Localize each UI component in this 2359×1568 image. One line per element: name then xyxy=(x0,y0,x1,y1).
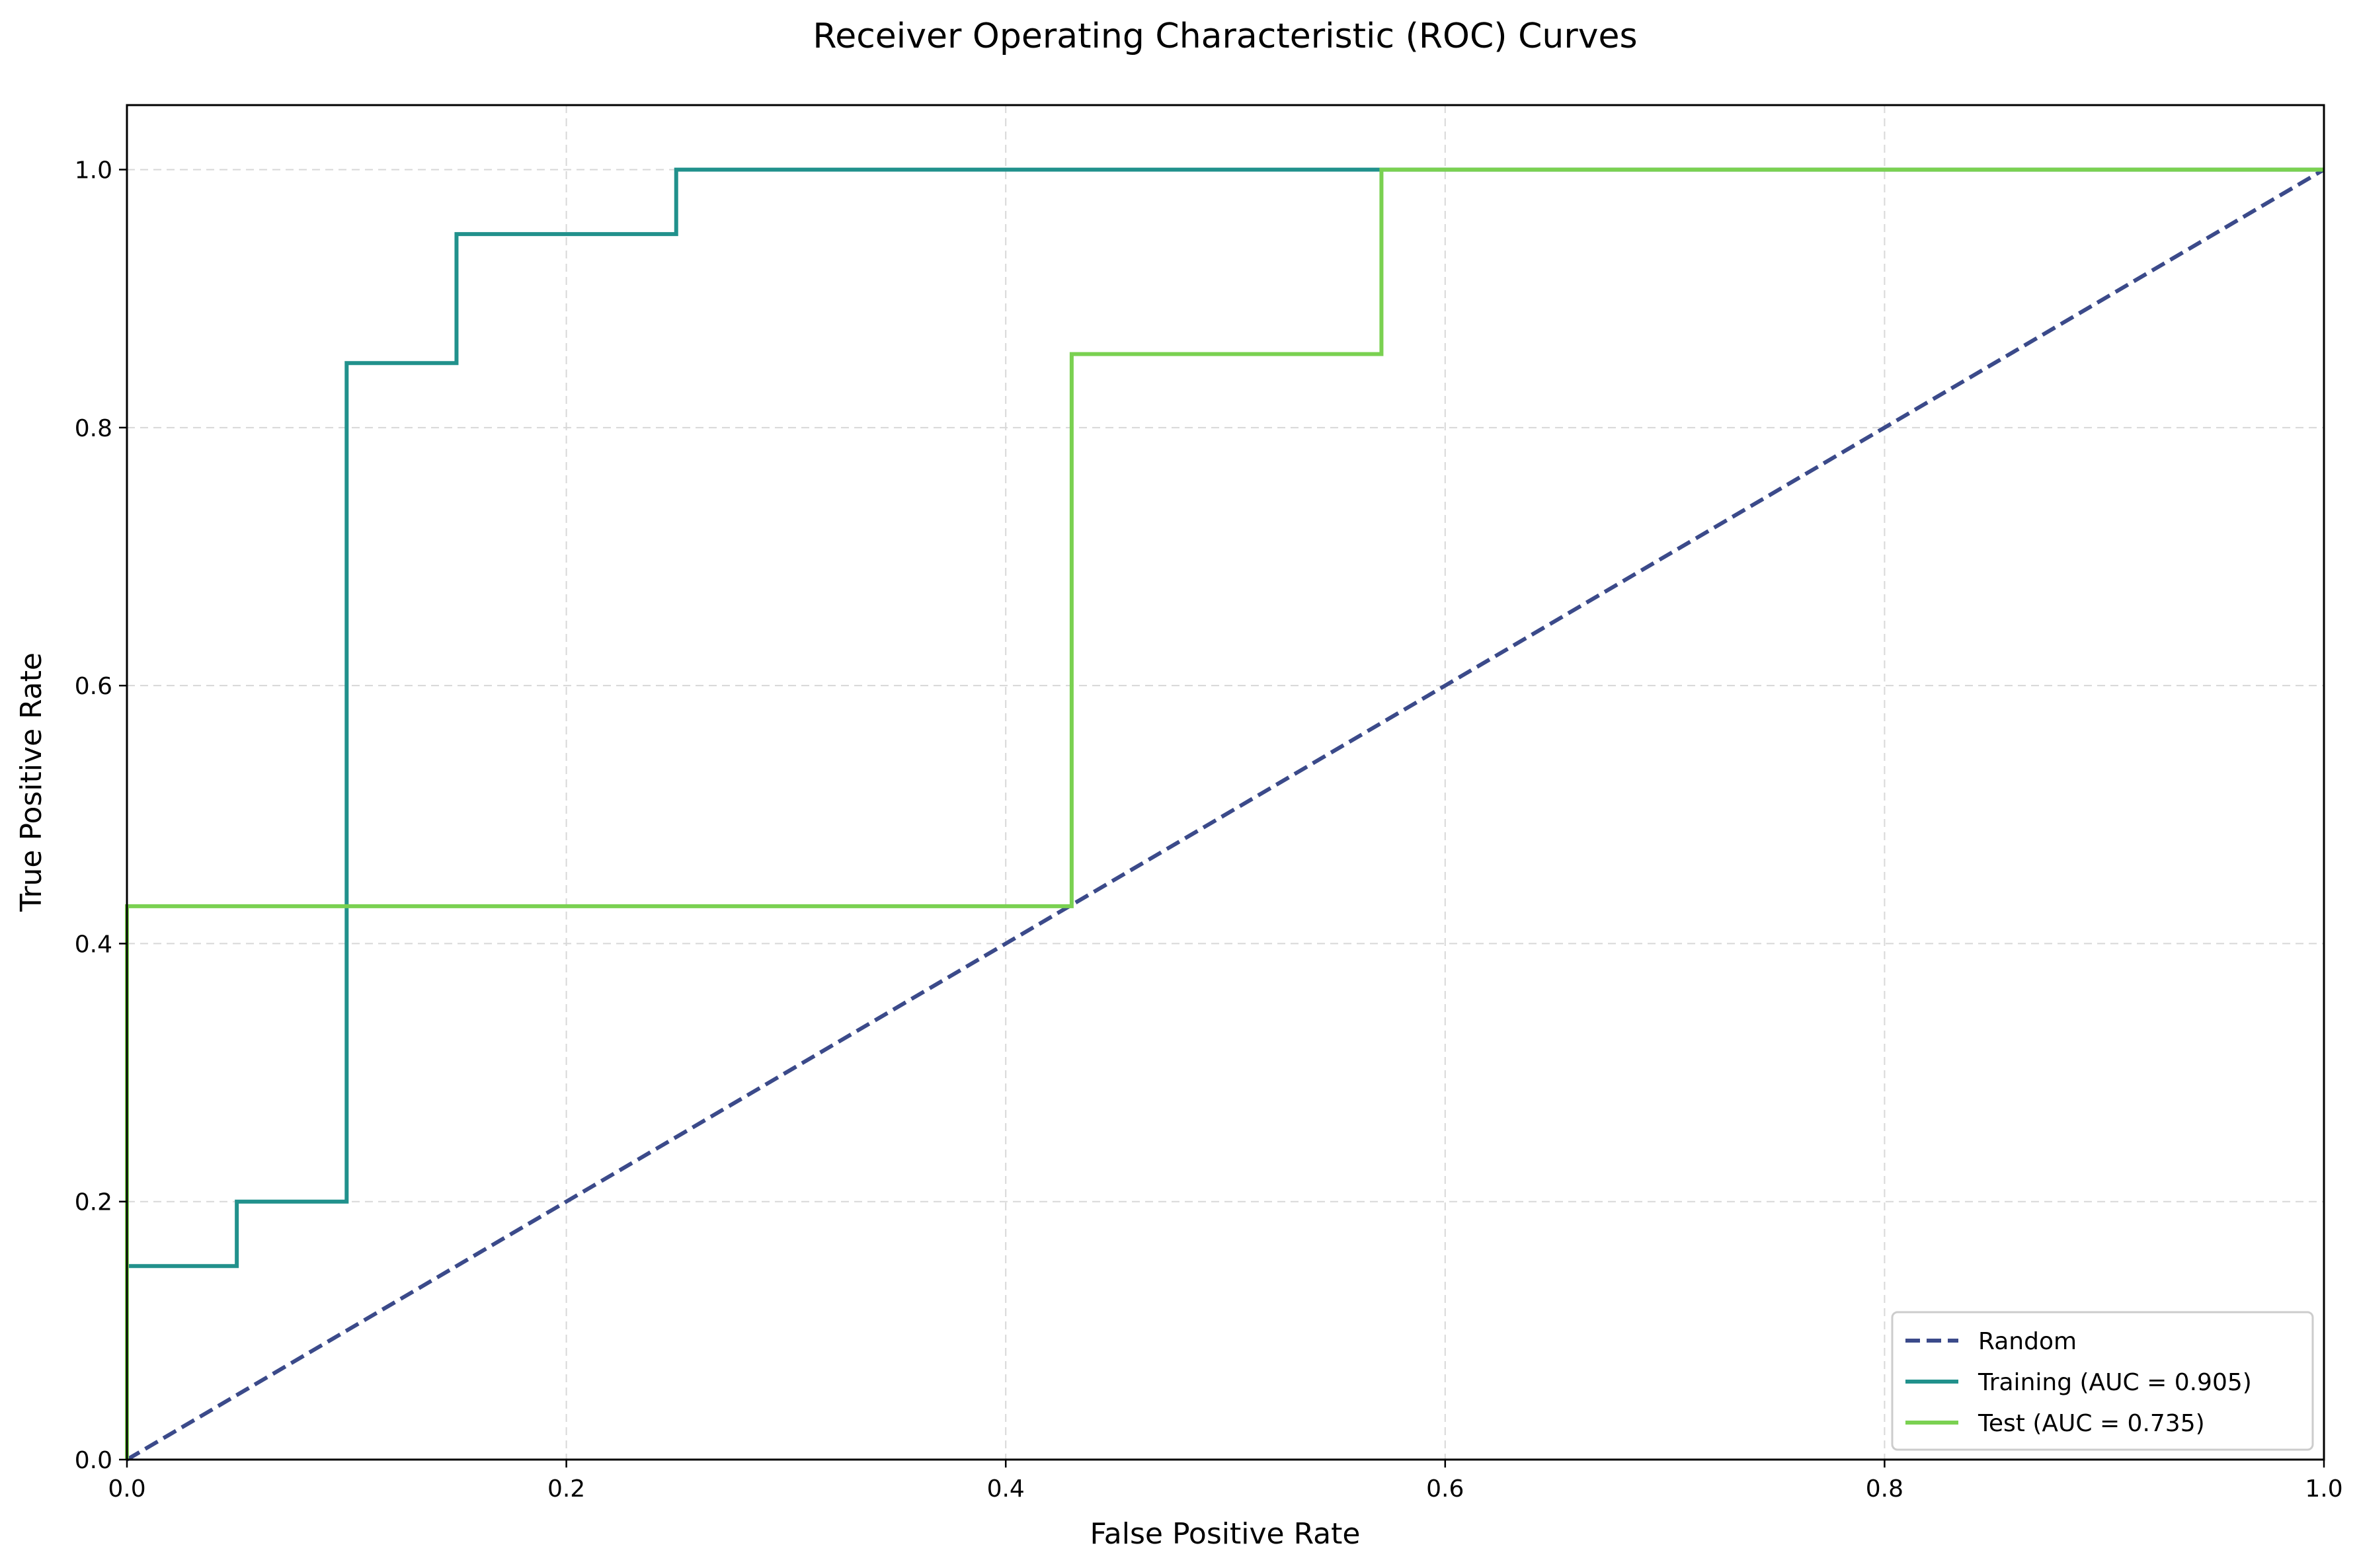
x-tick-label-0: 0.0 xyxy=(108,1475,145,1503)
x-tick-label-1: 0.2 xyxy=(547,1475,585,1503)
legend-items: Random Training (AUC = 0.905) Test (AUC = … xyxy=(1905,1328,2252,1437)
x-tick-label-3: 0.6 xyxy=(1426,1475,1464,1503)
legend-label-random: Random xyxy=(1978,1328,2077,1355)
x-tick-label-5: 1.0 xyxy=(2305,1475,2342,1503)
series-line-training-auc-0-905 xyxy=(125,167,2324,1460)
plot-frame xyxy=(126,104,2325,1461)
y-axis-label: True Positive Rate xyxy=(15,652,48,912)
y-tick-label-4: 0.8 xyxy=(75,415,112,442)
series-line-random xyxy=(126,167,2325,1462)
y-tick-label-0: 0.0 xyxy=(75,1447,112,1474)
legend-label-training-auc-0-905: Training (AUC = 0.905) xyxy=(1978,1369,2252,1396)
y-tick-label-1: 0.2 xyxy=(75,1189,112,1216)
y-axis-ticks: 0.0 0.2 0.4 0.6 0.8 1.0 xyxy=(75,157,127,1474)
x-axis-ticks: 0.0 0.2 0.4 0.6 0.8 1.0 xyxy=(108,1460,2343,1503)
legend-box xyxy=(1891,1311,2314,1451)
legend-label-test-auc-0-735: Test (AUC = 0.735) xyxy=(1978,1410,2205,1437)
y-tick-label-5: 1.0 xyxy=(75,157,112,184)
x-tick-label-2: 0.4 xyxy=(987,1475,1025,1503)
x-axis-label: False Positive Rate xyxy=(1090,1517,1361,1551)
x-tick-label-4: 0.8 xyxy=(1866,1475,1903,1503)
y-tick-label-3: 0.6 xyxy=(75,673,112,700)
chart-title: Receiver Operating Characteristic (ROC) … xyxy=(813,17,1637,56)
y-tick-label-2: 0.4 xyxy=(75,931,112,958)
legend: Random Training (AUC = 0.905) Test (AUC = … xyxy=(1891,1311,2314,1451)
